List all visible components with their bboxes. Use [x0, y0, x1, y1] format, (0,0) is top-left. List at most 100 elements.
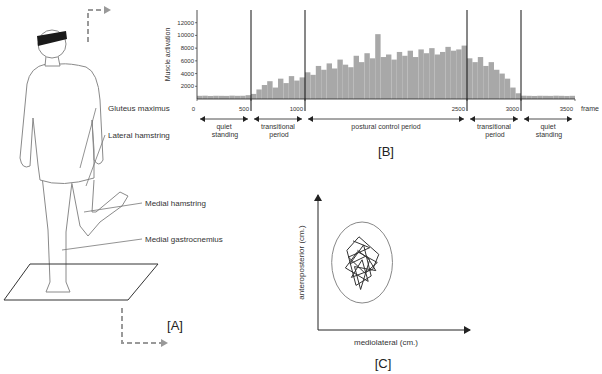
phase-label-line: period — [267, 131, 289, 139]
activation-bar — [402, 56, 407, 99]
phase-arrow — [308, 119, 464, 120]
activation-bar — [559, 96, 564, 99]
activation-bar — [462, 46, 467, 99]
activation-bar — [543, 96, 548, 99]
activation-bar — [429, 48, 434, 99]
activation-bar — [262, 85, 267, 99]
activation-bar — [408, 51, 413, 99]
y-tick-label: 6000 — [181, 58, 195, 64]
phase-label: transitional period — [477, 123, 511, 139]
phase-boundary — [467, 10, 468, 111]
phase-label-line: standing — [534, 131, 563, 139]
activation-bar — [289, 76, 294, 99]
x-tick-label: 3500 — [560, 106, 574, 112]
activation-bar — [370, 58, 375, 99]
activation-bar — [553, 96, 558, 99]
activation-bar — [273, 88, 278, 99]
y-tick — [195, 48, 197, 49]
activation-bar — [256, 89, 261, 99]
x-tick-label: 500 — [239, 106, 250, 112]
y-tick — [195, 60, 197, 61]
activation-bar — [478, 57, 483, 99]
x-tick-label: 2500 — [452, 106, 466, 112]
y-axis-label: anteroposterior (cm.) — [297, 225, 306, 300]
blindfold — [37, 31, 67, 46]
activation-bar — [300, 77, 305, 99]
activation-bar — [435, 55, 440, 100]
x-tick — [575, 99, 576, 101]
x-axis — [197, 99, 575, 100]
phase-arrow — [200, 119, 248, 120]
activation-bar — [516, 93, 521, 99]
phase-label-line: quiet — [216, 123, 231, 131]
phase-label-line: transitional — [261, 123, 295, 130]
phase-label-line: quiet — [540, 123, 555, 131]
activation-bar — [251, 94, 256, 99]
activation-bar — [467, 58, 472, 99]
activation-bar — [548, 96, 553, 99]
activation-bar — [494, 70, 499, 99]
x-tick-label: 1000 — [290, 106, 304, 112]
leader-line — [80, 108, 96, 168]
head — [38, 30, 66, 58]
sway-plot — [332, 222, 393, 303]
activation-bar — [413, 57, 418, 99]
activation-bar — [386, 55, 391, 100]
phase-arrow — [470, 119, 518, 120]
muscle-label: Gluteus maximus — [108, 104, 170, 113]
phase-label: postural control period — [351, 123, 420, 131]
dashed-arrow — [88, 10, 110, 42]
activation-bar — [213, 96, 218, 99]
phase-arrow — [254, 119, 302, 120]
activation-bar — [483, 66, 488, 99]
activation-bar — [397, 52, 402, 99]
y-axis — [197, 10, 198, 99]
y-tick — [195, 35, 197, 36]
activation-bar — [283, 83, 288, 99]
x-axis — [318, 330, 470, 331]
activation-bar — [202, 96, 207, 99]
bars — [197, 34, 575, 99]
standing-leg — [42, 176, 72, 292]
activation-bar — [499, 74, 504, 99]
activation-bar — [424, 53, 429, 99]
activation-bar — [278, 79, 283, 99]
activation-bar — [310, 75, 315, 99]
activation-bar — [354, 56, 359, 99]
x-axis-label: frame — [581, 105, 599, 112]
activation-bar — [537, 96, 542, 99]
activation-bar — [294, 81, 299, 99]
activation-bar — [208, 96, 213, 99]
activation-bar — [327, 63, 332, 99]
activation-bar — [510, 88, 515, 99]
activation-bar — [359, 62, 364, 99]
activation-bar — [364, 53, 369, 99]
activation-bar — [564, 96, 569, 99]
phase-arrow — [524, 119, 572, 120]
activation-bar — [224, 96, 229, 99]
torso — [20, 64, 103, 184]
activation-bar — [532, 96, 537, 99]
activation-bar — [381, 57, 386, 99]
confidence-ellipse — [332, 222, 393, 303]
activation-bar — [375, 34, 380, 99]
activation-bar — [418, 49, 423, 99]
x-tick-label: 3000 — [506, 106, 520, 112]
activation-bar — [197, 96, 202, 99]
activation-bar — [472, 62, 477, 99]
activation-bar — [505, 79, 510, 99]
phase-boundary — [305, 10, 306, 111]
activation-bar — [219, 96, 224, 99]
activation-bar — [321, 70, 326, 99]
y-tick-label: 2000 — [181, 83, 195, 89]
y-tick-label: 8000 — [181, 45, 195, 51]
activation-bar — [235, 96, 240, 99]
panel-label: [C] — [375, 356, 392, 371]
bent-leg — [72, 180, 128, 236]
activation-bar — [316, 66, 321, 99]
activation-bar — [521, 96, 526, 99]
activation-bar — [348, 67, 353, 99]
leader-line — [84, 203, 142, 212]
activation-bar — [267, 81, 272, 99]
sway-trajectory — [345, 237, 378, 290]
